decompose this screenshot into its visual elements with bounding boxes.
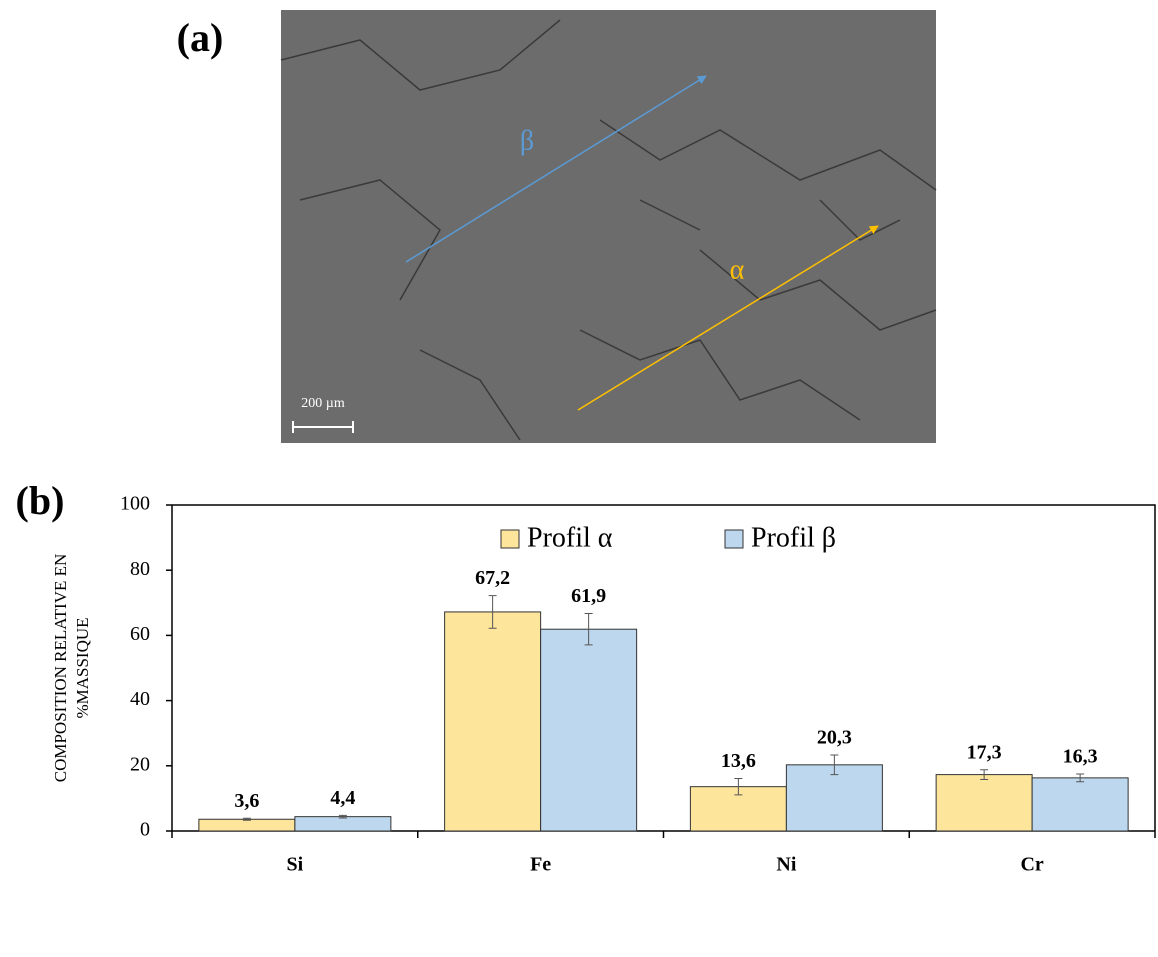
panel-label: (b) (16, 478, 65, 523)
y-axis-label: %MASSIQUE (73, 617, 92, 718)
error-bar (980, 769, 989, 780)
value-label: 16,3 (1063, 746, 1098, 768)
y-tick-label: 0 (140, 819, 150, 841)
value-label: 4,4 (330, 787, 355, 809)
legend-swatch (500, 529, 520, 549)
x-tick-label: Ni (776, 854, 796, 876)
legend-swatch (724, 529, 744, 549)
plot-frame (172, 504, 1156, 831)
bar (540, 628, 638, 832)
value-label: 17,3 (967, 741, 1002, 763)
error-bar (734, 778, 743, 796)
bar (198, 818, 296, 832)
annotation: α (730, 254, 745, 285)
micrograph: β α 200 µm (280, 10, 937, 443)
value-label: 20,3 (817, 727, 852, 749)
scale-bar-label: 200 µm (301, 396, 345, 411)
annotation: β (520, 125, 534, 156)
error-bar (242, 817, 251, 821)
y-tick-label: 20 (130, 753, 150, 775)
value-label: 13,6 (721, 750, 756, 772)
panel-label: (a) (177, 15, 224, 60)
x-tick-label: Si (287, 854, 304, 876)
error-bar (1076, 773, 1085, 783)
x-tick-label: Fe (530, 854, 551, 876)
y-tick-label: 60 (130, 623, 150, 645)
value-label: 3,6 (234, 790, 259, 812)
y-tick-label: 100 (120, 493, 150, 515)
error-bar (338, 814, 347, 819)
error-bar (488, 595, 497, 629)
legend-label: Profil β (751, 522, 836, 553)
value-label: 61,9 (571, 585, 606, 607)
y-tick-label: 80 (130, 558, 150, 580)
error-bar (830, 754, 839, 776)
bar (785, 764, 883, 832)
value-label: 67,2 (475, 567, 510, 589)
error-bar (584, 613, 593, 646)
bar (935, 774, 1033, 832)
bar (1031, 777, 1129, 832)
bar (294, 816, 392, 832)
y-axis-label: COMPOSITION RELATIVE EN (51, 554, 70, 783)
y-tick-label: 40 (130, 688, 150, 710)
legend-label: Profil α (527, 522, 613, 553)
x-tick-label: Cr (1020, 854, 1043, 876)
bar (444, 611, 542, 832)
